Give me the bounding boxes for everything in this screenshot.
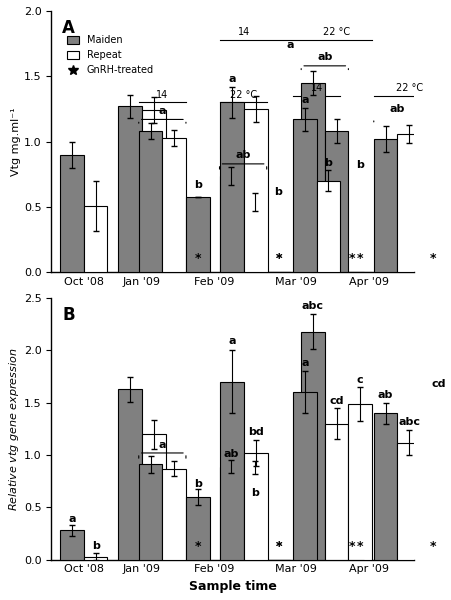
Text: *: * [428, 541, 435, 553]
Bar [84, 206, 107, 272]
Bar [244, 109, 267, 272]
Y-axis label: Vtg mg.ml⁻¹: Vtg mg.ml⁻¹ [11, 107, 21, 176]
Text: cd: cd [329, 396, 343, 406]
Bar [118, 389, 142, 560]
Bar [324, 131, 348, 272]
Bar [300, 83, 324, 272]
Text: a: a [158, 106, 166, 116]
Bar [185, 497, 209, 560]
Text: B: B [62, 306, 74, 324]
Text: b: b [193, 479, 201, 488]
Text: b: b [324, 158, 331, 168]
Bar [60, 530, 84, 560]
Bar [292, 392, 316, 560]
Text: *: * [348, 251, 354, 265]
Bar [118, 106, 142, 272]
Text: c: c [356, 375, 363, 385]
Text: 14: 14 [237, 27, 249, 37]
Text: *: * [194, 541, 201, 553]
Text: a: a [228, 74, 235, 84]
Text: a: a [300, 358, 308, 368]
Text: *: * [275, 251, 281, 265]
Bar [220, 382, 244, 560]
Text: cd: cd [430, 379, 445, 389]
Bar [348, 404, 371, 560]
Text: a: a [68, 514, 76, 524]
Text: *: * [276, 251, 282, 265]
Bar [60, 155, 84, 272]
Text: b: b [274, 187, 282, 197]
Text: abc: abc [301, 301, 323, 311]
Text: 22 °C: 22 °C [395, 83, 422, 93]
Bar [243, 467, 266, 560]
Bar [324, 424, 348, 560]
Text: A: A [62, 19, 75, 37]
Text: *: * [275, 541, 281, 553]
Bar [396, 134, 420, 272]
Text: *: * [276, 541, 282, 553]
Text: *: * [348, 541, 354, 553]
Text: 22 °C: 22 °C [322, 27, 350, 37]
Bar [138, 464, 162, 560]
Text: ab: ab [389, 104, 404, 114]
Text: b: b [355, 160, 364, 170]
Text: *: * [428, 251, 435, 265]
Bar [420, 138, 444, 272]
Text: 14: 14 [156, 90, 168, 100]
Bar [84, 557, 107, 560]
Text: *: * [356, 251, 363, 265]
Text: b: b [92, 541, 99, 551]
Text: ab: ab [223, 449, 239, 459]
Text: abc: abc [397, 417, 419, 427]
Bar [162, 469, 185, 560]
Bar [138, 131, 162, 272]
Text: b: b [250, 488, 258, 498]
Bar [219, 176, 243, 272]
X-axis label: Sample time: Sample time [189, 580, 276, 593]
Bar [244, 453, 267, 560]
Bar [185, 197, 209, 272]
Bar [219, 467, 243, 560]
Text: ab: ab [317, 52, 332, 62]
Text: 22 °C: 22 °C [229, 90, 256, 100]
Text: a: a [300, 95, 308, 105]
Text: b: b [193, 180, 201, 190]
Bar [292, 119, 316, 272]
Text: a: a [158, 440, 166, 450]
Bar [420, 485, 444, 560]
Bar [396, 443, 420, 560]
Text: bd: bd [248, 427, 263, 437]
Legend: Maiden, Repeat, GnRH-treated: Maiden, Repeat, GnRH-treated [63, 31, 157, 79]
Bar [162, 138, 185, 272]
Y-axis label: Relative $vtg$ gene expression: Relative $vtg$ gene expression [7, 347, 21, 511]
Bar [142, 110, 165, 272]
Bar [373, 413, 396, 560]
Text: a: a [286, 40, 294, 50]
Bar [243, 202, 266, 272]
Bar [300, 332, 324, 560]
Text: a: a [228, 337, 235, 346]
Text: *: * [356, 541, 363, 553]
Bar [220, 103, 244, 272]
Text: 14: 14 [310, 83, 322, 93]
Text: *: * [194, 251, 201, 265]
Bar [373, 139, 396, 272]
Bar [316, 181, 340, 272]
Bar [142, 434, 165, 560]
Text: ab: ab [235, 150, 250, 160]
Text: ab: ab [377, 389, 392, 400]
